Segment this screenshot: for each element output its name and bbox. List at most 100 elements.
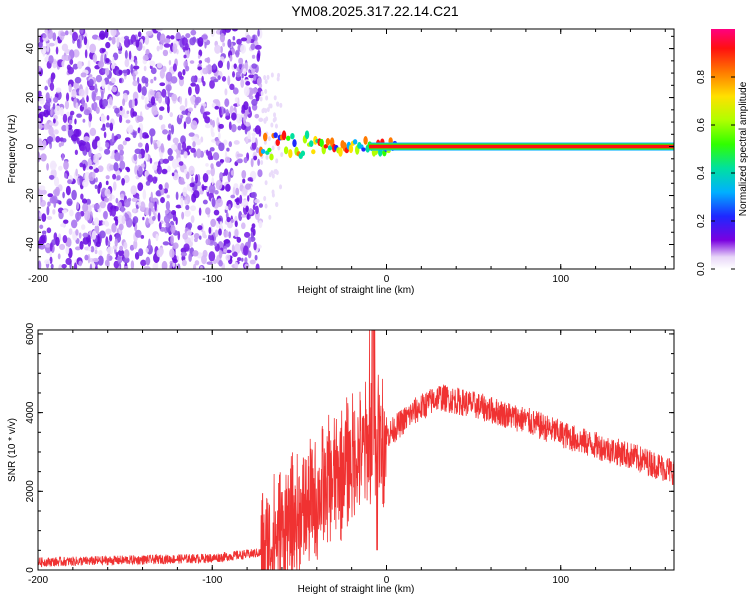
spectrogram-noise-blob (223, 139, 228, 146)
spectrogram-noise-blob (206, 187, 209, 193)
spectrogram-noise-blob (92, 154, 99, 164)
spectrogram-noise-blob (180, 197, 184, 208)
spectrogram-signal-blob (267, 147, 272, 153)
spectrogram-noise-blob (155, 233, 159, 242)
spectrogram-noise-blob (162, 241, 170, 246)
spectrogram-noise-blob (279, 102, 283, 108)
spectrogram-noise-blob (216, 217, 222, 222)
spectrogram-signal-blob (286, 135, 291, 141)
spectrogram-noise-blob (201, 75, 204, 83)
spectrogram-noise-blob (264, 203, 268, 209)
spectrogram-noise-blob (153, 76, 157, 81)
spectrogram-noise-blob (189, 95, 196, 103)
spectrogram-noise-blob (276, 76, 280, 82)
spectrogram-noise-blob (130, 260, 135, 269)
spectrogram-noise-blob (280, 152, 284, 158)
spectrogram-noise-blob (92, 53, 98, 63)
spectrogram-noise-blob (162, 129, 169, 135)
spectrogram-noise-blob (196, 148, 202, 159)
spectrogram-noise-blob (38, 139, 43, 148)
spectrogram-noise-blob (211, 197, 216, 208)
spectrogram-noise-blob (188, 165, 195, 175)
spectrogram-noise-blob (138, 153, 142, 160)
spectrogram-noise-blob (112, 181, 117, 191)
spectrogram-signal-blob (260, 148, 266, 154)
spectrogram-noise-blob (126, 125, 134, 134)
spectrogram-noise-blob (52, 102, 56, 110)
spectrogram-noise-blob (134, 251, 140, 260)
spectrogram-noise-blob (46, 42, 50, 53)
spectrogram-noise-blob (43, 123, 50, 130)
spectrogram-noise-blob (135, 229, 142, 238)
spectrogram-noise-blob (257, 158, 261, 167)
spectrogram-noise-blob (50, 109, 53, 117)
spectrogram-noise-blob (48, 175, 55, 180)
spectrogram-noise-blob (91, 90, 97, 101)
spectrogram-noise-blob (161, 88, 167, 98)
spectrogram-noise-blob (68, 83, 72, 93)
spectrogram-noise-blob (100, 115, 106, 123)
spectrogram-noise-blob (277, 145, 281, 151)
spectrogram-noise-blob (40, 153, 47, 162)
spectrogram-noise-blob (113, 260, 119, 269)
spectrogram-noise-blob (238, 57, 244, 65)
spectrogram-noise-blob (82, 236, 89, 245)
spectrogram-noise-blob (245, 121, 251, 127)
spectrogram-noise-blob (274, 168, 278, 174)
spectrogram-signal-blob (290, 132, 295, 140)
spectrogram-noise-blob (92, 164, 96, 170)
spectrogram-noise-blob (108, 196, 113, 202)
spectrogram-noise-blob (228, 141, 232, 148)
spectrogram-noise-blob (170, 124, 175, 135)
spectrogram-noise-blob (255, 205, 259, 215)
spectrogram-noise-blob (81, 198, 88, 204)
spectrogram-noise-blob (124, 137, 131, 142)
snr-marks (38, 330, 674, 570)
spectrogram-noise-blob (171, 172, 175, 177)
spectrogram-noise-blob (218, 106, 222, 117)
spectrogram-noise-blob (271, 173, 275, 179)
spectrogram-noise-blob (40, 45, 47, 55)
spectrogram-noise-blob (61, 209, 68, 214)
spectrogram-noise-blob (133, 239, 138, 250)
spectrogram-noise-blob (141, 94, 145, 100)
spectrogram-noise-blob (210, 163, 214, 169)
spectrogram-noise-blob (212, 63, 217, 70)
spectrogram-noise-blob (105, 228, 112, 235)
spectrogram-noise-blob (194, 237, 198, 243)
spectrogram-noise-blob (144, 77, 149, 84)
spectrogram-noise-blob (181, 141, 187, 151)
spectrogram-noise-blob (210, 218, 217, 228)
spectrogram-noise-blob (132, 111, 138, 117)
spectrogram-noise-blob (183, 243, 190, 252)
spectrogram-noise-blob (194, 83, 200, 95)
spectrogram-noise-blob (100, 127, 107, 131)
spectrogram-noise-blob (213, 209, 220, 216)
spectrogram-noise-blob (271, 192, 275, 198)
spectrogram-noise-blob (118, 114, 123, 124)
spectrogram-ytick-label: -20 (25, 188, 36, 203)
spectrogram-noise-blob (71, 90, 77, 98)
spectrogram-noise-blob (201, 34, 208, 40)
spectrogram-noise-blob (185, 65, 190, 72)
spectrogram-noise-blob (53, 118, 56, 124)
spectrogram-noise-blob (163, 215, 171, 224)
spectrogram-noise-blob (93, 203, 100, 210)
spectrogram-noise-blob (76, 113, 82, 118)
spectrogram-noise-blob (149, 60, 156, 67)
spectrogram-noise-blob (212, 29, 216, 35)
spectrogram-noise-blob (201, 254, 207, 265)
spectrogram-noise-blob (49, 82, 55, 91)
spectrogram-noise-blob (208, 184, 216, 194)
spectrogram-noise-blob (223, 248, 228, 253)
snr-ytick-label: 6000 (25, 322, 36, 345)
spectrogram-noise-blob (271, 145, 275, 151)
spectrogram-noise-blob (226, 60, 230, 71)
spectrogram-noise-blob (65, 30, 69, 36)
spectrogram-noise-blob (235, 71, 241, 78)
spectrogram-noise-blob (225, 254, 231, 261)
spectrogram-noise-blob (231, 244, 235, 253)
spectrogram-noise-blob (167, 148, 173, 156)
spectrogram-frame (37, 28, 675, 270)
